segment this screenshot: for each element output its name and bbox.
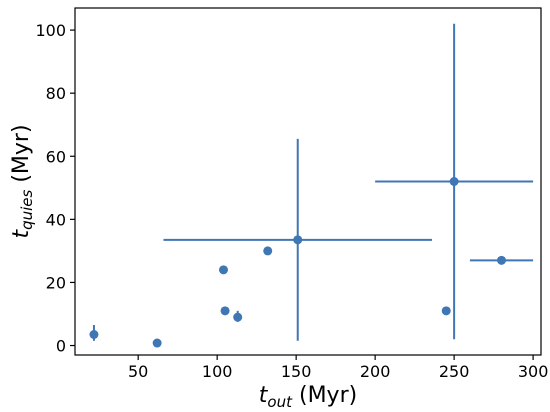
x-axis-label-main: t [259,383,269,408]
y-tick-label: 100 [35,21,66,40]
x-tick-label: 150 [281,362,312,381]
y-tick-label: 40 [46,210,66,229]
x-tick-label: 100 [202,362,233,381]
y-tick-label: 0 [56,337,66,356]
y-axis-label-unit: (Myr) [9,124,34,189]
data-point [89,329,99,339]
data-point [449,177,459,186]
data-point [220,306,230,316]
y-axis-label: tquies (Myr) [9,124,36,238]
x-tick-label: 200 [360,362,391,381]
data-point [233,312,243,322]
y-tick-label: 80 [46,84,66,103]
x-axis-label: tout (Myr) [259,383,357,411]
plot-frame [74,7,542,356]
y-axis-label-main: t [9,229,34,239]
y-tick-label: 20 [46,273,66,292]
error-bars [92,23,534,341]
x-axis-label-subscript: out [267,393,293,411]
x-tick-label: 50 [128,362,148,381]
x-axis-label-unit: (Myr) [292,383,357,408]
data-point [152,338,162,348]
data-point [497,255,507,265]
x-tick-label: 300 [518,362,549,381]
data-point [293,235,303,245]
data-point [263,246,273,256]
x-tick-label: 250 [439,362,470,381]
data-points [89,177,507,348]
y-tick-label: 60 [46,147,66,166]
y-axis-label-subscript: quies [18,189,36,229]
data-point [218,265,228,275]
x-axis-ticks: 50 100 150 200 250 300 [128,355,548,381]
data-point [441,306,451,316]
y-axis-ticks: 0 20 40 60 80 100 [35,21,75,356]
